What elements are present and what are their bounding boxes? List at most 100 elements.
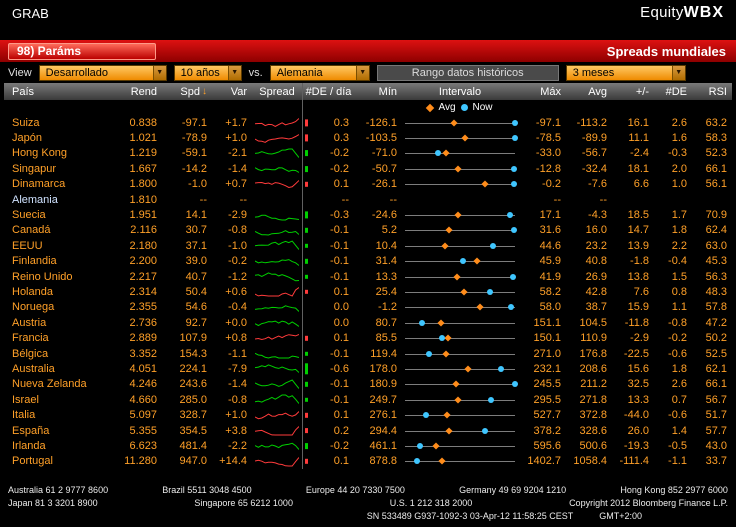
cell-sd-per-day: 0.0 bbox=[302, 315, 354, 331]
interval-range-chart bbox=[402, 115, 518, 130]
header-min[interactable]: Mín bbox=[378, 85, 397, 98]
cell-country: Nueva Zelanda bbox=[12, 378, 87, 391]
cell-sd: 1.4 bbox=[671, 424, 687, 437]
cell-plus-minus: -19.3 bbox=[623, 439, 649, 452]
header-spread-chart[interactable]: Spread bbox=[259, 85, 295, 98]
table-row[interactable]: España 5.355 354.5 +3.8 0.2 294.4 378.2 328.6 26… bbox=[4, 422, 732, 439]
table-row[interactable]: Reino Unido 2.217 40.7 -1.2 -0.1 13.3 41.9 26.9… bbox=[4, 268, 732, 285]
cell-sd-per-day: -0.6 bbox=[302, 361, 354, 377]
historical-range-field[interactable]: Rango datos históricos bbox=[376, 64, 559, 81]
cell-max: 151.1 bbox=[533, 316, 561, 329]
interval-line bbox=[405, 338, 515, 340]
header-avg[interactable]: Avg bbox=[588, 85, 607, 98]
spread-sparkline bbox=[252, 161, 302, 176]
market-type-dropdown[interactable]: Desarrollado ▼ bbox=[38, 64, 167, 81]
cell-yield: 5.355 bbox=[129, 424, 157, 437]
cell-min: 10.4 bbox=[375, 239, 397, 252]
table-row[interactable]: Dinamarca 1.800 -1.0 +0.7 0.1 -26.1 -0.2 -7.6 6.… bbox=[4, 176, 732, 192]
table-row[interactable]: Alemania 1.810 -- -- -- -- -- -- bbox=[4, 191, 732, 208]
cell-yield: 2.116 bbox=[130, 224, 157, 237]
cell-sd-per-day: -0.1 bbox=[302, 222, 354, 239]
table-row[interactable]: Australia 4.051 224.1 -7.9 -0.6 178.0 232.1 208… bbox=[4, 361, 732, 377]
header-change[interactable]: Var bbox=[230, 85, 247, 98]
table-row[interactable]: Portugal 11.280 947.0 +14.4 0.1 878.8 1402.7 10… bbox=[4, 453, 732, 469]
table-row[interactable]: Nueva Zelanda 4.246 243.6 -1.4 -0.1 180.9 245.… bbox=[4, 376, 732, 393]
now-marker bbox=[459, 258, 466, 265]
cell-plus-minus: 13.8 bbox=[627, 270, 649, 283]
now-marker bbox=[511, 381, 518, 388]
tenor-dropdown[interactable]: 10 años ▼ bbox=[173, 64, 242, 81]
table-row[interactable]: Israel 4.660 285.0 -0.8 -0.1 249.7 295.5 271.8 1… bbox=[4, 392, 732, 408]
interval-range-chart bbox=[402, 423, 518, 438]
cell-plus-minus: 32.5 bbox=[627, 378, 649, 391]
table-row[interactable]: Holanda 2.314 50.4 +0.6 0.1 25.4 58.2 42.8 7.6 0.… bbox=[4, 284, 732, 300]
table-row[interactable]: Austria 2.736 92.7 +0.0 0.0 80.7 151.1 104.5 -11… bbox=[4, 315, 732, 331]
cell-rsi: 33.7 bbox=[705, 455, 727, 468]
cell-country: Australia bbox=[12, 362, 55, 375]
header-country[interactable]: País bbox=[12, 85, 35, 98]
header-interval[interactable]: Intervalo bbox=[438, 85, 482, 98]
table-row[interactable]: Suiza 0.838 -97.1 +1.7 0.3 -126.1 -97.1 -113.2 1… bbox=[4, 115, 732, 131]
cell-country: Alemania bbox=[12, 193, 58, 206]
params-button[interactable]: 98) Paráms bbox=[8, 42, 156, 60]
table-row[interactable]: Japón 1.021 -78.9 +1.0 0.3 -103.5 -78.5 -89.9 11… bbox=[4, 130, 732, 146]
interval-line bbox=[405, 445, 515, 447]
cell-rsi: 56.1 bbox=[705, 178, 727, 191]
cell-change: -1.1 bbox=[228, 347, 247, 360]
cell-min: 180.9 bbox=[369, 378, 397, 391]
table-row[interactable]: Finlandia 2.200 39.0 -0.2 -0.1 31.4 45.9 40.8 -1… bbox=[4, 253, 732, 269]
cell-change: +0.6 bbox=[225, 285, 247, 298]
cell-yield: 1.219 bbox=[129, 147, 157, 160]
cell-country: Francia bbox=[12, 332, 49, 345]
sd-per-day-value: 0.1 bbox=[333, 332, 349, 345]
interval-line bbox=[405, 461, 515, 463]
cell-rsi: 50.2 bbox=[705, 332, 727, 345]
header-spread[interactable]: Spd ↓ bbox=[162, 83, 212, 100]
now-marker bbox=[506, 212, 513, 219]
cell-sd: 0.8 bbox=[671, 285, 687, 298]
table-row[interactable]: Singapur 1.667 -14.2 -1.4 -0.2 -50.7 -12.8 -32.… bbox=[4, 161, 732, 177]
cell-sd-per-day: -0.2 bbox=[302, 438, 354, 454]
footer: Australia 61 2 9777 8600 Brazil 5511 304… bbox=[0, 484, 736, 527]
cell-sd-per-day: 0.1 bbox=[302, 453, 354, 469]
cell-spread: 947.0 bbox=[179, 455, 207, 468]
cell-yield: 4.051 bbox=[129, 362, 157, 375]
header-sd[interactable]: #DE bbox=[665, 85, 687, 98]
table-row[interactable]: EEUU 2.180 37.1 -1.0 -0.1 10.4 44.6 23.2 13.9 2.2… bbox=[4, 238, 732, 254]
header-plus-minus[interactable]: +/- bbox=[635, 85, 649, 98]
footer-session-info: SN 533489 G937-1092-3 03-Apr-12 11:58:25… bbox=[366, 511, 574, 521]
base-country-dropdown[interactable]: Alemania ▼ bbox=[269, 64, 370, 81]
sd-per-day-value: 0.1 bbox=[333, 178, 349, 191]
header-yield[interactable]: Rend bbox=[130, 85, 157, 98]
cell-sd: -0.6 bbox=[668, 409, 687, 422]
header-sd-per-day[interactable]: #DE / día bbox=[302, 83, 354, 100]
now-marker bbox=[511, 227, 518, 234]
period-dropdown[interactable]: 3 meses ▼ bbox=[565, 64, 686, 81]
sd-per-day-value: 0.2 bbox=[333, 424, 349, 437]
cell-change: +0.7 bbox=[225, 178, 247, 191]
table-header-row: País Rend Spd ↓ Var Spread #DE / día Mín… bbox=[4, 83, 732, 100]
table-row[interactable]: Hong Kong 1.219 -59.1 -2.1 -0.2 -71.0 -33.0 -56… bbox=[4, 145, 732, 162]
cell-sd: -0.6 bbox=[668, 347, 687, 360]
cell-sd: -0.3 bbox=[668, 147, 687, 160]
interval-line bbox=[405, 184, 515, 186]
table-row[interactable]: Irlanda 6.623 481.4 -2.2 -0.2 461.1 595.6 500.6… bbox=[4, 438, 732, 454]
table-row[interactable]: Canadá 2.116 30.7 -0.8 -0.1 5.2 31.6 16.0 14.7 1.… bbox=[4, 222, 732, 239]
table-row[interactable]: Francia 2.889 107.9 +0.8 0.1 85.5 150.1 110.9 -2… bbox=[4, 330, 732, 346]
cell-plus-minus: 11.1 bbox=[628, 132, 649, 145]
cell-avg: 328.6 bbox=[579, 424, 607, 437]
interval-range-chart bbox=[402, 269, 518, 284]
cell-plus-minus: 26.0 bbox=[627, 424, 649, 437]
table-row[interactable]: Noruega 2.355 54.6 -0.4 0.0 -1.2 58.0 38.7 15.9 1… bbox=[4, 299, 732, 316]
header-rsi[interactable]: RSI bbox=[708, 85, 727, 98]
table-row[interactable]: Italia 5.097 328.7 +1.0 0.1 276.1 527.7 372.8 -4… bbox=[4, 407, 732, 423]
cell-plus-minus: -2.4 bbox=[630, 147, 649, 160]
cell-rsi: 48.3 bbox=[705, 285, 727, 298]
avg-marker bbox=[441, 242, 449, 250]
daily-change-bar bbox=[305, 182, 308, 187]
header-max[interactable]: Máx bbox=[540, 85, 561, 98]
table-row[interactable]: Suecia 1.951 14.1 -2.9 -0.3 -24.6 17.1 -4.3 18.5… bbox=[4, 207, 732, 223]
daily-change-bar bbox=[305, 150, 308, 157]
table-row[interactable]: Bélgica 3.352 154.3 -1.1 -0.1 119.4 271.0 176.8… bbox=[4, 345, 732, 362]
cell-max: 41.9 bbox=[539, 270, 561, 283]
